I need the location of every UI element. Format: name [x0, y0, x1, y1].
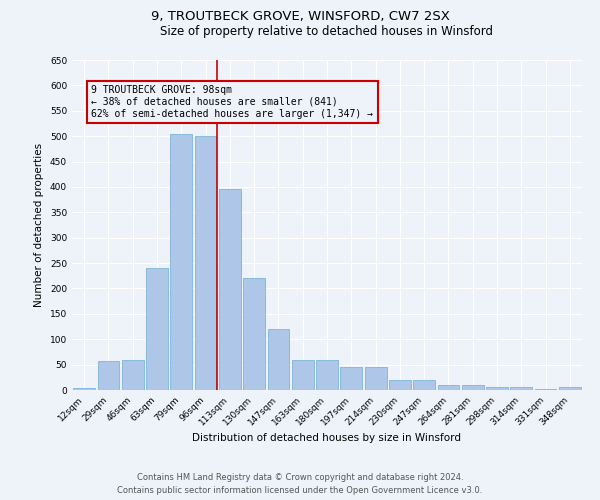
Bar	[437, 385, 460, 390]
Bar	[389, 380, 411, 390]
Bar	[219, 190, 241, 390]
Bar	[97, 361, 119, 390]
Bar	[122, 360, 143, 390]
Text: Contains HM Land Registry data © Crown copyright and database right 2024.
Contai: Contains HM Land Registry data © Crown c…	[118, 474, 482, 495]
Bar	[462, 385, 484, 390]
Bar	[365, 367, 386, 390]
Bar	[292, 360, 314, 390]
Bar	[413, 380, 435, 390]
Text: 9 TROUTBECK GROVE: 98sqm
← 38% of detached houses are smaller (841)
62% of semi-: 9 TROUTBECK GROVE: 98sqm ← 38% of detach…	[91, 86, 373, 118]
Bar	[243, 278, 265, 390]
Bar	[194, 136, 217, 390]
Y-axis label: Number of detached properties: Number of detached properties	[34, 143, 44, 307]
Bar	[268, 329, 289, 390]
Bar	[73, 388, 95, 390]
Title: Size of property relative to detached houses in Winsford: Size of property relative to detached ho…	[161, 25, 493, 38]
Bar	[559, 388, 581, 390]
Bar	[486, 388, 508, 390]
Text: 9, TROUTBECK GROVE, WINSFORD, CW7 2SX: 9, TROUTBECK GROVE, WINSFORD, CW7 2SX	[151, 10, 449, 23]
Bar	[511, 388, 532, 390]
Bar	[316, 360, 338, 390]
X-axis label: Distribution of detached houses by size in Winsford: Distribution of detached houses by size …	[193, 432, 461, 442]
Bar	[340, 367, 362, 390]
Bar	[146, 268, 168, 390]
Bar	[170, 134, 192, 390]
